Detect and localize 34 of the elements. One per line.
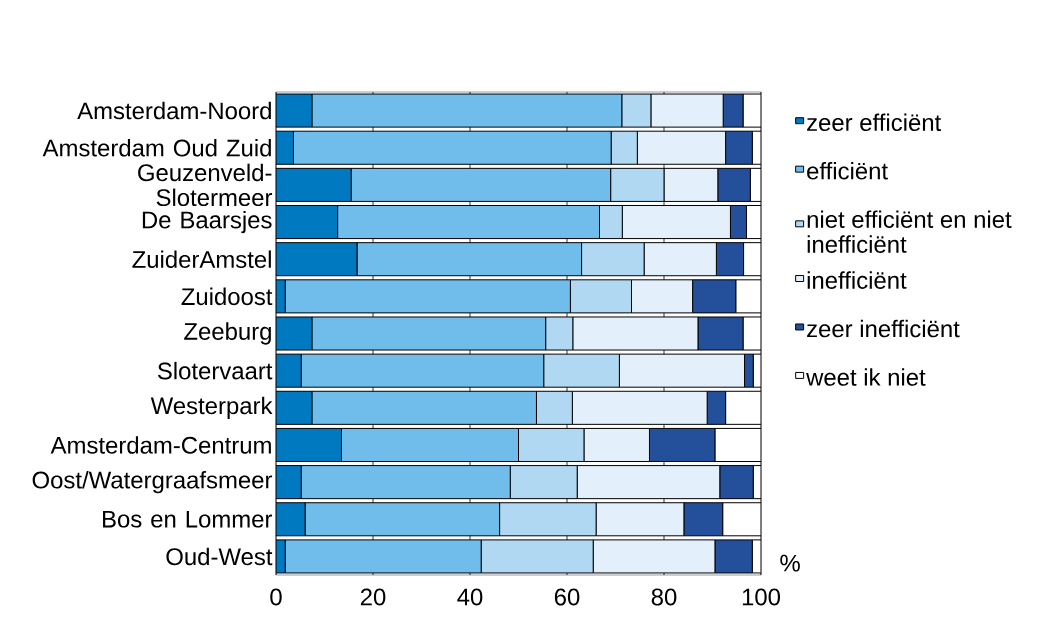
y-tick-label: ZuiderAmstel <box>132 250 271 268</box>
y-tick-label: Zeeburg <box>184 322 271 345</box>
y-tick-label: Westerpark <box>150 396 273 419</box>
bar <box>276 353 302 388</box>
legend-label: inefficiënt <box>807 271 907 289</box>
y-tick-label: Bos en Lommer <box>103 510 273 528</box>
x-tick-label: 60 <box>554 588 580 606</box>
x-axis-title: % <box>780 554 800 572</box>
bar <box>276 465 302 500</box>
x-tick-label: 40 <box>457 588 483 606</box>
legend-label: niet efficiënt en niet inefficiënt <box>807 210 1012 253</box>
y-tick-label: Oost/Watergraafsmeer <box>32 470 273 494</box>
bar <box>276 242 358 277</box>
bar <box>276 167 352 202</box>
legend-label: weet ik niet <box>806 368 926 386</box>
y-tick-label: Slotervaart <box>157 361 273 380</box>
legend-label: efficiënt <box>807 161 888 180</box>
bar <box>276 390 313 425</box>
legend-label: zeer inefficiënt <box>807 319 960 338</box>
y-tick-label: Amsterdam-Centrum <box>50 436 271 454</box>
legend-label: zeer efficiënt <box>807 113 942 132</box>
bar <box>276 205 339 240</box>
x-tick-label: 80 <box>651 588 677 606</box>
x-tick-label: 0 <box>270 588 282 606</box>
bar <box>276 502 306 537</box>
y-tick-label: Geuzenveld-Slotermeer <box>138 163 273 207</box>
y-tick-label: Oud-West <box>166 547 273 566</box>
x-tick-label: 20 <box>360 588 386 606</box>
bar <box>276 427 342 462</box>
y-tick-label: De Baarsjes <box>142 210 272 234</box>
y-tick-label: Amsterdam Oud Zuid <box>42 138 271 157</box>
y-tick-label: Zuidoost <box>181 287 273 306</box>
y-tick-label: Amsterdam-Noord <box>77 101 271 120</box>
x-tick-label: 100 <box>742 588 781 606</box>
